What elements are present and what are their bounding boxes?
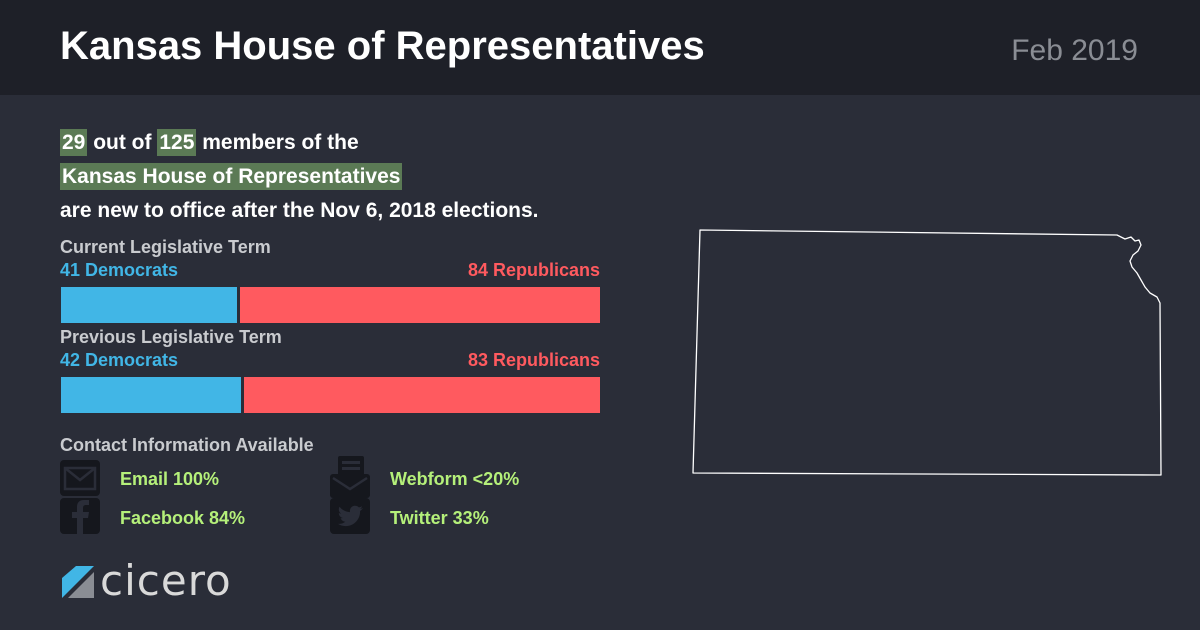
previous-democrats-bar	[61, 377, 242, 413]
previous-democrats-count: 42 Democrats	[60, 350, 179, 370]
cicero-logo-mark	[62, 566, 94, 598]
twitter-label: Twitter 33%	[390, 508, 489, 528]
twitter-icon	[330, 498, 370, 534]
kansas-map	[685, 225, 1175, 490]
email-icon	[60, 460, 100, 496]
previous-republicans-bar	[244, 377, 600, 413]
summary-text-2: members of the	[202, 131, 359, 154]
current-republicans-bar	[239, 287, 600, 323]
page-title: Kansas House of Representatives	[60, 24, 705, 68]
current-term-bar	[61, 287, 600, 323]
current-democrats-count: 41 Democrats	[60, 260, 179, 280]
webform-icon	[330, 456, 370, 498]
contact-title: Contact Information Available	[60, 435, 314, 455]
current-republicans-count: 84 Republicans	[467, 260, 600, 280]
cicero-logo: cicero	[62, 556, 282, 605]
summary-text-3: are new to office after the Nov 6, 2018 …	[60, 199, 539, 222]
header: Kansas House of Representatives Feb 2019	[0, 0, 1200, 95]
previous-republicans-count: 83 Republicans	[467, 350, 600, 370]
current-term-label: Current Legislative Term	[60, 237, 271, 257]
logo-text: cicero	[100, 556, 232, 605]
bar-divider	[236, 287, 240, 323]
webform-label: Webform <20%	[390, 469, 520, 489]
total-count: 125	[157, 129, 197, 156]
body-name: Kansas House of Representatives	[60, 163, 403, 190]
facebook-icon	[60, 498, 100, 534]
previous-term-label: Previous Legislative Term	[60, 327, 282, 347]
current-democrats-bar	[61, 287, 237, 323]
bar-divider	[241, 377, 245, 413]
summary-text-1: out of	[93, 131, 152, 154]
email-label: Email 100%	[120, 469, 220, 489]
new-count: 29	[60, 129, 88, 156]
summary-text: 29 out of 125 members of the Kansas Hous…	[60, 126, 660, 228]
date-label: Feb 2019	[1011, 34, 1138, 67]
facebook-label: Facebook 84%	[120, 508, 246, 528]
previous-term-bar	[61, 377, 600, 413]
